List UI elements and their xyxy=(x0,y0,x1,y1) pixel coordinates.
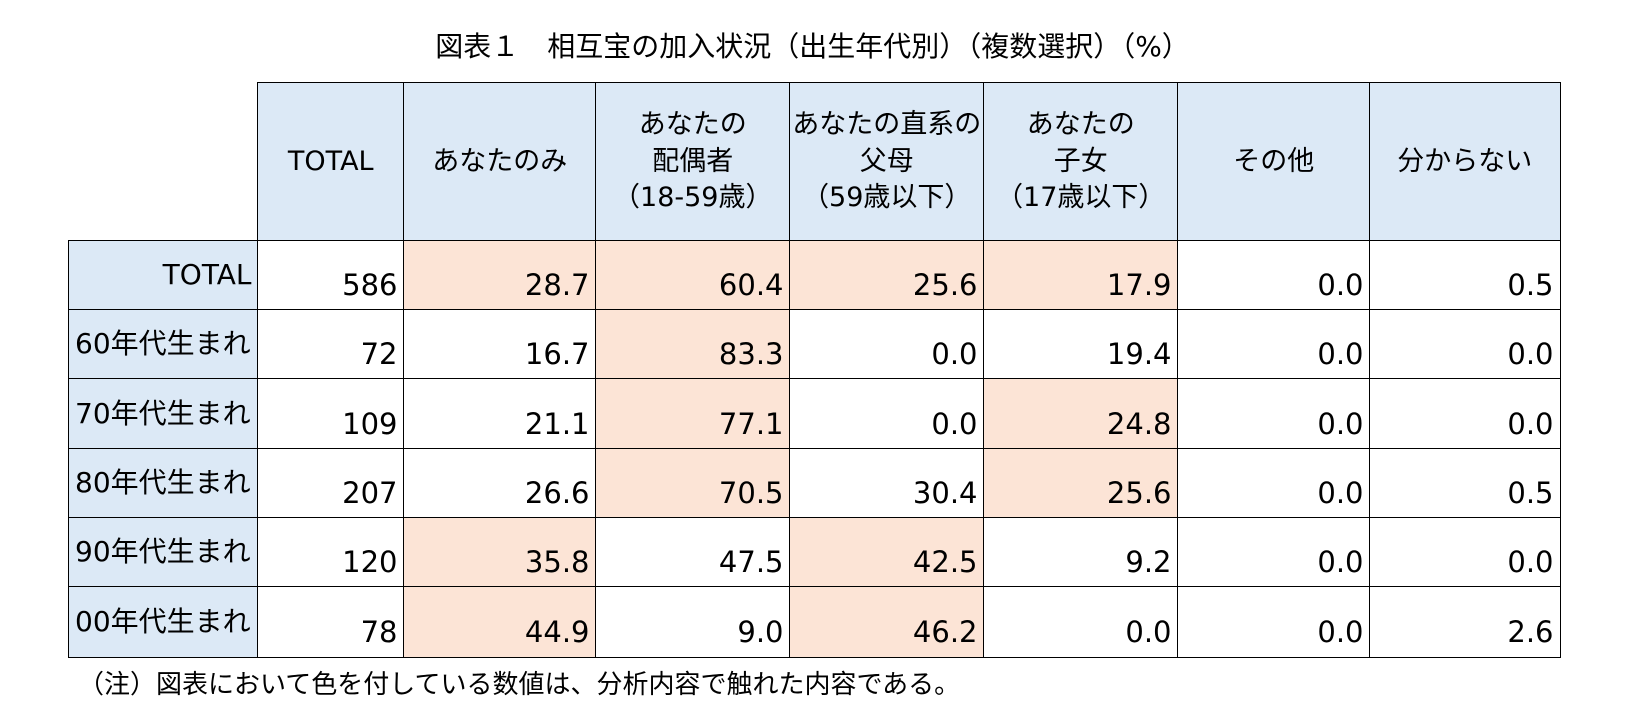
table-cell: 9.0 xyxy=(595,586,791,658)
table-cell: 47.5 xyxy=(595,517,791,588)
table-cell: 72 xyxy=(257,309,405,380)
table-cell: 0.0 xyxy=(1369,309,1561,380)
table-cell: 19.4 xyxy=(983,309,1179,380)
column-header-line: その他 xyxy=(1233,145,1315,177)
table-cell: 0.0 xyxy=(789,378,985,450)
column-header: TOTAL xyxy=(257,82,405,242)
column-header: 分からない xyxy=(1369,82,1561,242)
table-cell: 83.3 xyxy=(595,309,791,380)
column-header-line: （18-59歳） xyxy=(613,181,773,213)
table-cell: 0.5 xyxy=(1369,448,1561,519)
table-cell: 0.0 xyxy=(1177,586,1371,658)
table-cell: 42.5 xyxy=(789,517,985,588)
column-header-line: 父母 xyxy=(859,145,914,177)
chart-title: 図表１ 相互宝の加入状況（出生年代別）（複数選択）（%） xyxy=(435,30,1190,63)
table-cell: 25.6 xyxy=(983,448,1179,519)
row-label: 60年代生まれ xyxy=(68,309,259,380)
row-label: 00年代生まれ xyxy=(68,586,259,658)
table-cell: 0.0 xyxy=(1369,517,1561,588)
table-cell: 60.4 xyxy=(595,240,791,311)
table-cell: 0.0 xyxy=(1177,517,1371,588)
column-header-line: TOTAL xyxy=(287,145,374,177)
table-cell: 26.6 xyxy=(403,448,597,519)
table-cell: 77.1 xyxy=(595,378,791,450)
footnote: （注）図表において色を付している数値は、分析内容で触れた内容である。 xyxy=(78,670,961,700)
table-cell: 0.0 xyxy=(983,586,1179,658)
table-cell: 0.0 xyxy=(1177,309,1371,380)
column-header-line: あなたの xyxy=(1026,109,1135,141)
column-header: あなたの直系の 父母 （59歳以下） xyxy=(789,82,985,242)
table-cell: 0.0 xyxy=(1369,378,1561,450)
table-cell: 109 xyxy=(257,378,405,450)
table-cell: 28.7 xyxy=(403,240,597,311)
column-header-line: 子女 xyxy=(1053,145,1108,177)
row-label: 90年代生まれ xyxy=(68,517,259,588)
row-label: 80年代生まれ xyxy=(68,448,259,519)
table-cell: 2.6 xyxy=(1369,586,1561,658)
column-header-line: あなたの xyxy=(638,109,747,141)
column-header: あなたの子女 （17歳以下） xyxy=(983,82,1179,242)
column-header-line: 配偶者 xyxy=(652,145,734,177)
column-header: その他 xyxy=(1177,82,1371,242)
table-cell: 35.8 xyxy=(403,517,597,588)
table-cell: 9.2 xyxy=(983,517,1179,588)
table-cell: 120 xyxy=(257,517,405,588)
column-header-line: 分からない xyxy=(1397,145,1533,177)
column-header-line: （17歳以下） xyxy=(996,181,1166,213)
table-cell: 0.0 xyxy=(789,309,985,380)
table-cell: 0.0 xyxy=(1177,378,1371,450)
column-header-line: あなたの直系の xyxy=(792,109,982,141)
column-header: あなたのみ xyxy=(403,82,597,242)
table-cell: 30.4 xyxy=(789,448,985,519)
table-cell: 24.8 xyxy=(983,378,1179,450)
column-header: あなたの配偶者 （18-59歳） xyxy=(595,82,791,242)
row-label: TOTAL xyxy=(68,240,259,311)
table-cell: 78 xyxy=(257,586,405,658)
table-cell: 16.7 xyxy=(403,309,597,380)
column-header-line: あなたのみ xyxy=(432,145,568,177)
table-cell: 0.0 xyxy=(1177,448,1371,519)
table-cell: 17.9 xyxy=(983,240,1179,311)
table-cell: 586 xyxy=(257,240,405,311)
table-cell: 44.9 xyxy=(403,586,597,658)
table-cell: 25.6 xyxy=(789,240,985,311)
row-label: 70年代生まれ xyxy=(68,378,259,450)
table-cell: 0.5 xyxy=(1369,240,1561,311)
table-cell: 46.2 xyxy=(789,586,985,658)
table-cell: 207 xyxy=(257,448,405,519)
table-cell: 0.0 xyxy=(1177,240,1371,311)
table-cell: 21.1 xyxy=(403,378,597,450)
table-cell: 70.5 xyxy=(595,448,791,519)
column-header-line: （59歳以下） xyxy=(802,181,972,213)
